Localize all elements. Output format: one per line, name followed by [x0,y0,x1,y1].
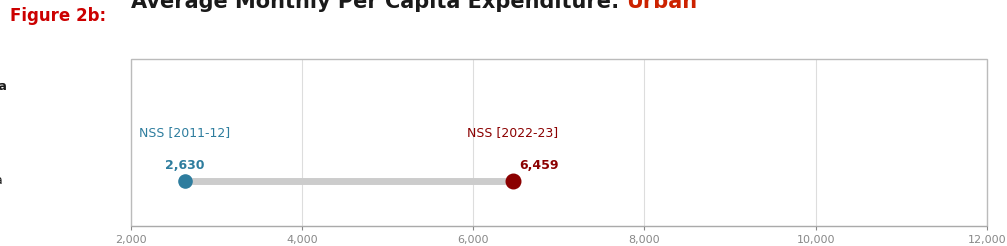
Text: NSS [2022-23]: NSS [2022-23] [467,126,558,139]
Point [505,179,521,183]
Text: 6,459: 6,459 [520,159,559,171]
Text: NSS [2011-12]: NSS [2011-12] [139,126,231,139]
Text: Urban: Urban [626,0,698,12]
Text: 2,630: 2,630 [165,159,204,171]
Text: India: India [0,174,3,187]
Text: India: India [0,80,7,93]
Text: Average Monthly Per Capita Expenditure:: Average Monthly Per Capita Expenditure: [131,0,626,12]
Text: Figure 2b:: Figure 2b: [10,7,106,25]
Point [177,179,193,183]
